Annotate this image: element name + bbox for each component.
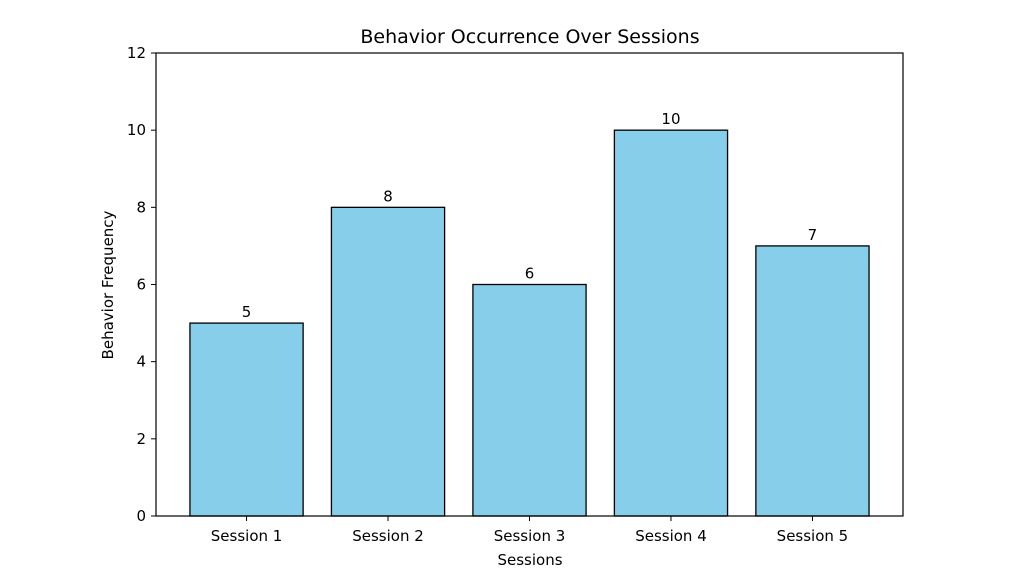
- x-tick-label: Session 3: [494, 527, 566, 545]
- bar: [613, 129, 729, 517]
- y-tick-label: 2: [136, 430, 146, 448]
- bar: [330, 206, 446, 517]
- y-tick-label: 10: [127, 121, 146, 139]
- y-tick-label: 6: [136, 276, 146, 294]
- y-axis-ticks: 0 2 4 6 8 10 12: [127, 44, 156, 525]
- y-axis-label: Behavior Frequency: [99, 210, 117, 359]
- bar: [189, 322, 304, 517]
- bar-value-label: 8: [383, 187, 393, 205]
- bar: [472, 283, 587, 517]
- x-tick-label: Session 5: [777, 527, 849, 545]
- x-tick-label: Session 2: [352, 527, 424, 545]
- bar-value-label: 5: [242, 303, 252, 321]
- y-tick-label: 0: [136, 507, 146, 525]
- bar-value-label: 10: [661, 110, 680, 128]
- bar: [755, 245, 870, 517]
- x-tick-label: Session 1: [211, 527, 283, 545]
- x-axis-label: Sessions: [497, 551, 562, 569]
- bars-group: [189, 129, 870, 517]
- bar-value-label: 6: [525, 265, 535, 283]
- bar-labels-group: 5 8 6 10 7: [242, 110, 817, 321]
- bar-value-label: 7: [808, 226, 818, 244]
- y-tick-label: 8: [136, 198, 146, 216]
- x-tick-label: Session 4: [635, 527, 707, 545]
- y-tick-label: 12: [127, 44, 146, 62]
- y-tick-label: 4: [136, 353, 146, 371]
- chart-title: Behavior Occurrence Over Sessions: [360, 26, 699, 48]
- x-axis-ticks: Session 1 Session 2 Session 3 Session 4 Sess…: [211, 516, 848, 545]
- plot-frame: [155, 52, 904, 517]
